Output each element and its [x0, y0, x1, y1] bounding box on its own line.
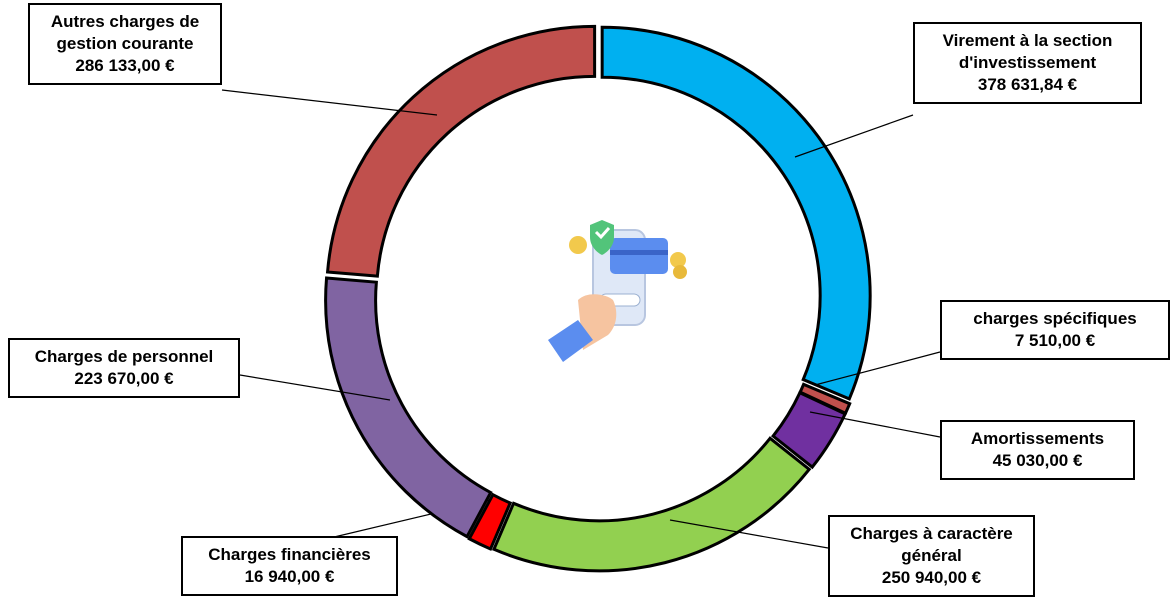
label-value: 7 510,00 € [1014, 331, 1096, 350]
data-label: Charges financières 16 940,00 € [181, 536, 398, 596]
label-value: 378 631,84 € [977, 75, 1078, 94]
leader-line [809, 411, 941, 438]
label-category: Virement à la section d'investissement [942, 31, 1113, 72]
donut-segment [770, 390, 848, 470]
leader-line [239, 374, 391, 401]
donut-segment [467, 492, 513, 551]
data-label: Charges à caractère général 250 940,00 € [828, 515, 1035, 597]
data-label: Virement à la section d'investissement 37… [913, 22, 1142, 104]
leader-line [794, 114, 914, 158]
label-value: 286 133,00 € [75, 56, 175, 75]
label-value: 45 030,00 € [992, 451, 1083, 470]
label-value: 223 670,00 € [74, 369, 174, 388]
leader-line [669, 519, 829, 549]
label-category: Charges à caractère général [850, 524, 1013, 565]
label-category: Autres charges de gestion courante [50, 12, 200, 53]
donut-segment [491, 436, 812, 573]
label-category: charges spécifiques [973, 309, 1137, 328]
data-label: Amortissements 45 030,00 € [940, 420, 1135, 480]
donut-segment [325, 24, 597, 278]
label-category: Amortissements [970, 429, 1105, 448]
center-illustration [548, 220, 687, 362]
leader-line [221, 89, 438, 116]
data-label: Charges de personnel 223 670,00 € [8, 338, 240, 398]
data-label: Autres charges de gestion courante 286 13… [28, 3, 222, 85]
donut-segment [324, 276, 493, 539]
label-category: Charges financières [208, 545, 371, 564]
label-value: 250 940,00 € [881, 568, 982, 587]
data-label: charges spécifiques 7 510,00 € [940, 300, 1170, 360]
label-value: 16 940,00 € [244, 567, 335, 586]
label-category: Charges de personnel [34, 347, 214, 366]
leader-line [814, 351, 941, 386]
donut-segment [600, 25, 872, 401]
